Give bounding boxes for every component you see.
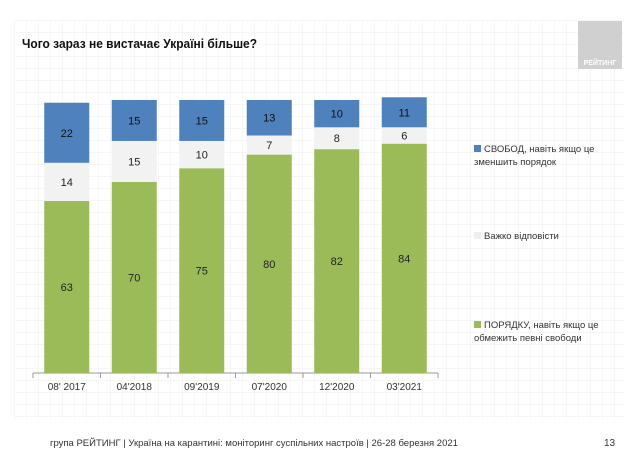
page-title: Чого зараз не вистачає Україні більше? xyxy=(22,36,258,51)
data-label: 15 xyxy=(128,156,140,168)
legend-item-order: ПОРЯДКУ, навіть якщо це обмежить певні с… xyxy=(474,320,599,344)
data-label: 82 xyxy=(331,256,343,268)
footer-text: група РЕЙТИНГ | Україна на карантині: мо… xyxy=(50,438,458,449)
data-label: 13 xyxy=(263,113,275,125)
bar-segment xyxy=(44,102,90,163)
data-label: 10 xyxy=(196,150,208,162)
rating-logo: РЕЙТИНГ xyxy=(578,21,622,69)
data-label: 70 xyxy=(128,272,140,284)
page-number: 13 xyxy=(604,438,616,449)
bar-segment xyxy=(111,100,157,141)
bar-segment xyxy=(111,181,157,373)
data-label: 15 xyxy=(128,115,140,127)
legend-item-freedom: СВОБОД, навіть якщо це зменшить порядок xyxy=(474,144,595,168)
bar-segment xyxy=(44,201,90,373)
bar-segment xyxy=(381,127,427,144)
legend-swatch-green xyxy=(474,321,481,328)
data-label: 80 xyxy=(263,259,275,271)
x-tick-label: 12'2020 xyxy=(319,382,355,393)
bar-segment xyxy=(111,140,157,182)
x-tick-label: 03'2021 xyxy=(387,382,423,393)
data-label: 10 xyxy=(331,109,343,121)
x-tick-label: 04'2018 xyxy=(117,382,153,393)
x-tick-label: 08' 2017 xyxy=(48,382,86,393)
legend-swatch-gray xyxy=(474,232,481,239)
legend-item-hard-to-say: Важко відповісти xyxy=(474,230,624,243)
data-label: 11 xyxy=(399,107,410,119)
bar-segment xyxy=(314,100,360,128)
bar-segment xyxy=(44,162,90,202)
bar-segment xyxy=(179,100,225,141)
x-tick-label: 09'2019 xyxy=(184,382,220,393)
data-label: 6 xyxy=(401,130,407,142)
data-label: 63 xyxy=(61,282,73,294)
legend-swatch-blue xyxy=(474,145,481,152)
bar-segment xyxy=(246,100,292,136)
data-label: 22 xyxy=(61,128,73,140)
data-label: 84 xyxy=(398,253,410,265)
data-label: 15 xyxy=(196,115,208,127)
bar-segment xyxy=(314,127,360,150)
logo-text: РЕЙТИНГ xyxy=(583,60,617,67)
bar-segment xyxy=(246,154,292,373)
bar-segment xyxy=(179,168,225,373)
bar-segment xyxy=(179,140,225,169)
x-tick-label: 07'2020 xyxy=(252,382,288,393)
bar-segment xyxy=(246,135,292,155)
bar-segment xyxy=(381,97,427,128)
data-label: 8 xyxy=(334,133,340,145)
data-label: 7 xyxy=(266,140,272,152)
bar-segment xyxy=(381,143,427,373)
bar-segment xyxy=(314,149,360,373)
data-label: 75 xyxy=(196,266,208,278)
data-label: 14 xyxy=(61,177,73,189)
